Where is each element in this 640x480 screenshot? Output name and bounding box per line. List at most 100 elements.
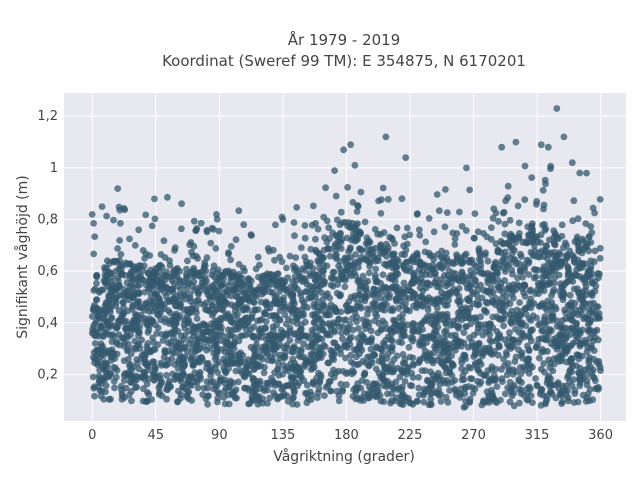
data-point (323, 238, 331, 246)
data-point (349, 367, 356, 374)
data-point (91, 383, 98, 390)
data-point (235, 301, 243, 308)
data-point (443, 331, 451, 339)
data-point (225, 326, 232, 334)
data-point (443, 209, 451, 217)
data-point (102, 299, 110, 306)
data-point (117, 219, 124, 227)
data-point (393, 224, 401, 232)
data-point (291, 232, 298, 240)
data-point (535, 249, 543, 257)
data-point (541, 313, 549, 320)
data-point (286, 327, 294, 335)
data-point (324, 330, 331, 338)
data-point (561, 345, 569, 353)
data-point (430, 228, 438, 236)
data-point (396, 294, 403, 302)
data-point (549, 314, 557, 322)
data-point (292, 264, 299, 272)
data-point (192, 227, 200, 235)
data-point (521, 264, 529, 271)
data-point (286, 252, 294, 260)
data-point (570, 376, 577, 383)
data-point (207, 378, 215, 386)
data-point (562, 279, 570, 287)
data-point (312, 324, 320, 332)
data-point (497, 249, 505, 257)
data-point (166, 262, 174, 269)
data-point (326, 252, 334, 260)
data-point (540, 360, 548, 367)
data-point (174, 282, 182, 290)
data-point (356, 303, 364, 310)
data-point (398, 316, 406, 323)
data-point (416, 357, 423, 365)
data-point (171, 271, 179, 278)
data-point (114, 185, 122, 193)
x-tick-label: 225 (398, 428, 423, 443)
data-point (488, 338, 495, 345)
data-point (579, 260, 587, 267)
data-point (301, 234, 309, 242)
data-point (235, 207, 243, 215)
data-point (118, 390, 126, 398)
data-point (524, 389, 532, 397)
data-point (311, 347, 319, 355)
data-point (351, 269, 358, 277)
data-point (126, 378, 134, 386)
data-point (163, 371, 170, 379)
data-point (560, 244, 567, 252)
data-point (315, 353, 323, 360)
data-point (218, 282, 226, 289)
data-point (501, 230, 509, 238)
data-point (242, 290, 249, 298)
data-point (235, 350, 243, 358)
data-point (404, 240, 411, 248)
data-point (408, 369, 416, 377)
data-point (181, 331, 189, 339)
data-point (579, 326, 586, 334)
data-point (355, 325, 362, 332)
data-point (542, 225, 550, 233)
data-point (596, 270, 603, 278)
data-point (279, 332, 287, 339)
data-point (498, 375, 506, 382)
data-point (406, 287, 414, 295)
data-point (512, 138, 520, 146)
data-point (347, 141, 354, 149)
data-point (212, 383, 220, 390)
data-point (315, 259, 323, 267)
data-point (455, 313, 463, 320)
data-point (222, 268, 229, 275)
data-point (193, 378, 201, 386)
data-point (174, 328, 182, 335)
data-point (177, 353, 185, 361)
data-point (300, 303, 308, 310)
data-point (286, 337, 294, 344)
data-point (256, 316, 264, 324)
data-point (514, 274, 521, 282)
data-point (174, 314, 181, 321)
data-point (450, 321, 458, 329)
data-point (468, 338, 476, 346)
data-point (486, 331, 494, 338)
data-point (584, 320, 592, 328)
data-point (532, 266, 540, 274)
data-point (480, 372, 488, 379)
data-point (128, 305, 136, 313)
data-point (284, 288, 291, 296)
data-point (313, 336, 321, 344)
data-point (451, 241, 459, 248)
data-point (515, 259, 523, 267)
data-point (169, 370, 177, 378)
data-point (91, 392, 98, 400)
data-point (155, 391, 163, 398)
data-point (136, 323, 144, 331)
data-point (538, 385, 546, 393)
data-point (330, 268, 338, 276)
data-point (206, 344, 214, 352)
data-point (424, 267, 431, 274)
data-point (506, 343, 514, 350)
data-point (522, 310, 530, 318)
data-point (509, 384, 516, 391)
